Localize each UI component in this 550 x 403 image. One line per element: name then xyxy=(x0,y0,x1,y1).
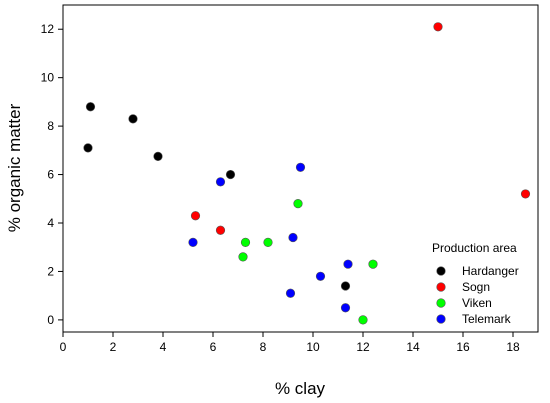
data-point-viken xyxy=(293,199,303,209)
data-point-hardanger xyxy=(85,102,96,112)
y-tick-label: 2 xyxy=(47,264,54,278)
legend-title: Production area xyxy=(432,241,517,255)
data-point-hardanger xyxy=(128,114,138,124)
data-point-viken xyxy=(263,237,273,247)
data-point-sogn xyxy=(520,189,531,199)
legend-label-hardanger: Hardanger xyxy=(462,264,519,278)
data-point-telemark xyxy=(188,237,198,247)
x-tick-label: 18 xyxy=(506,340,520,354)
plot-frame xyxy=(62,4,539,333)
data-points xyxy=(83,22,531,325)
x-tick-label: 8 xyxy=(260,340,267,354)
data-point-telemark xyxy=(215,177,226,187)
data-point-telemark xyxy=(315,271,326,281)
data-point-telemark xyxy=(343,259,353,269)
data-point-telemark xyxy=(285,288,296,298)
x-tick-label: 6 xyxy=(210,340,217,354)
data-point-viken xyxy=(240,237,251,247)
legend-marker-hardanger xyxy=(436,266,446,276)
legend-marker-viken xyxy=(436,298,446,308)
y-tick-label: 6 xyxy=(47,168,54,182)
x-tick-label: 12 xyxy=(356,340,370,354)
x-tick-label: 16 xyxy=(456,340,470,354)
data-point-telemark xyxy=(340,303,351,313)
legend-marker-telemark xyxy=(436,314,446,324)
y-tick-label: 0 xyxy=(47,313,54,327)
y-tick-label: 4 xyxy=(47,216,54,230)
y-axis-ticks: 0 2 4 6 8 10 12 xyxy=(41,22,63,327)
legend-label-telemark: Telemark xyxy=(462,312,512,326)
data-point-telemark xyxy=(288,232,298,243)
legend: Production area Hardanger Sogn Viken Telema… xyxy=(432,241,519,326)
data-point-sogn xyxy=(215,225,226,235)
data-point-hardanger xyxy=(83,143,93,153)
data-point-hardanger xyxy=(340,281,351,291)
y-tick-label: 8 xyxy=(47,119,54,133)
legend-marker-sogn xyxy=(436,282,446,292)
data-point-sogn xyxy=(190,211,201,221)
x-axis-title: % clay xyxy=(275,379,326,398)
data-point-telemark xyxy=(295,162,306,172)
x-tick-label: 2 xyxy=(110,340,117,354)
y-axis-title: % organic matter xyxy=(5,103,24,232)
x-tick-label: 10 xyxy=(306,340,320,354)
data-point-sogn xyxy=(433,22,443,32)
y-tick-label: 12 xyxy=(41,22,55,36)
data-point-hardanger xyxy=(225,169,236,180)
legend-label-viken: Viken xyxy=(462,296,492,310)
x-axis-ticks: 0 2 4 6 8 10 12 14 16 18 xyxy=(60,332,520,354)
data-point-hardanger xyxy=(153,151,163,161)
x-tick-label: 0 xyxy=(60,340,67,354)
x-tick-label: 4 xyxy=(160,340,167,354)
y-tick-label: 10 xyxy=(41,71,55,85)
x-tick-label: 14 xyxy=(406,340,420,354)
data-point-viken xyxy=(358,315,368,325)
legend-label-sogn: Sogn xyxy=(462,280,490,294)
data-point-viken xyxy=(368,259,378,269)
data-point-viken xyxy=(238,252,248,262)
